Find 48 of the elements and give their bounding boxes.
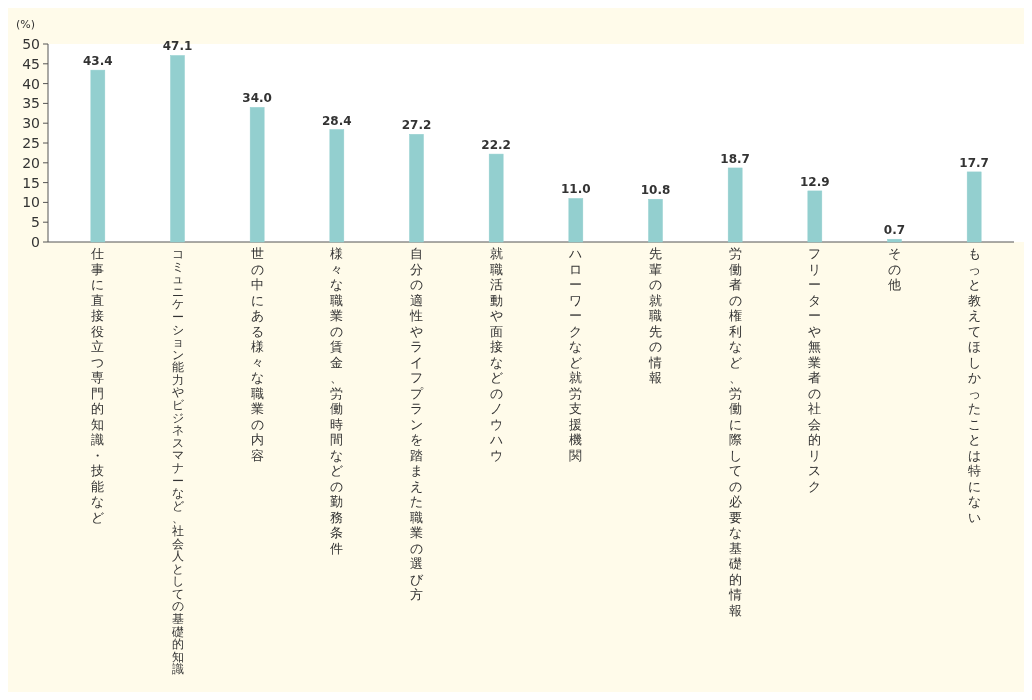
y-tick-label: 20 [22,154,40,171]
bar [329,129,345,243]
bar [90,69,106,243]
category-label: 労働者の権利など、労働に際しての必要な基礎的情報 [728,246,742,618]
y-tick-label: 45 [22,55,40,72]
data-label: 34.0 [242,91,272,106]
category-label: 就職活動や面接などのノウハウ [489,246,503,463]
bar [966,171,982,243]
y-axis-title: (%) [16,18,36,31]
data-label: 47.1 [162,39,193,54]
bar [568,198,584,243]
data-label: 22.2 [481,138,511,153]
data-label: 10.8 [640,183,671,198]
data-label: 11.0 [561,182,591,197]
y-tick-label: 0 [31,233,40,250]
bar [409,134,424,243]
category-label: もっと教えてほしかったことは特にない [967,246,981,525]
bar [488,153,504,243]
category-label: 自分の適性やライフプランを踏まえた職業の選び方 [410,246,423,602]
category-label: 先輩の就職先の情報 [649,246,662,385]
category-label: 世の中にある様々な職業の内容 [250,246,264,463]
bar [727,167,743,243]
category-label: 様々な職業の賃金、労働時間などの勤務条件 [330,246,344,556]
y-tick-label: 15 [22,174,40,191]
y-tick-label: 10 [22,194,40,211]
category-label: フリーターや無業者の社会的リスク [808,246,822,494]
category-label: ハローワークなど就労支援機関 [569,246,583,463]
y-tick-label: 30 [22,115,40,132]
data-label: 43.4 [83,54,113,69]
data-label: 17.7 [959,155,989,170]
y-tick-label: 50 [22,35,40,52]
data-label: 27.2 [401,118,432,133]
y-tick-label: 5 [31,214,40,231]
bar [887,238,902,243]
y-tick-label: 40 [22,75,40,92]
category-label: コミュニケーション能力やビジネスマナーなど、社会人としての基礎的知識 [171,247,184,677]
data-label: 18.7 [720,151,750,166]
bar [249,107,265,243]
y-tick-label: 25 [22,134,40,151]
category-label: 仕事に直接役立つ専門的知識・技能など [91,246,105,525]
data-label: 28.4 [322,113,352,128]
data-label: 12.9 [800,174,830,189]
bar [807,190,823,243]
bar [648,198,663,243]
x-tick-label: その他 [888,246,901,292]
y-tick-label: 35 [22,95,40,112]
bar [170,55,185,243]
data-label: 0.7 [883,223,906,238]
